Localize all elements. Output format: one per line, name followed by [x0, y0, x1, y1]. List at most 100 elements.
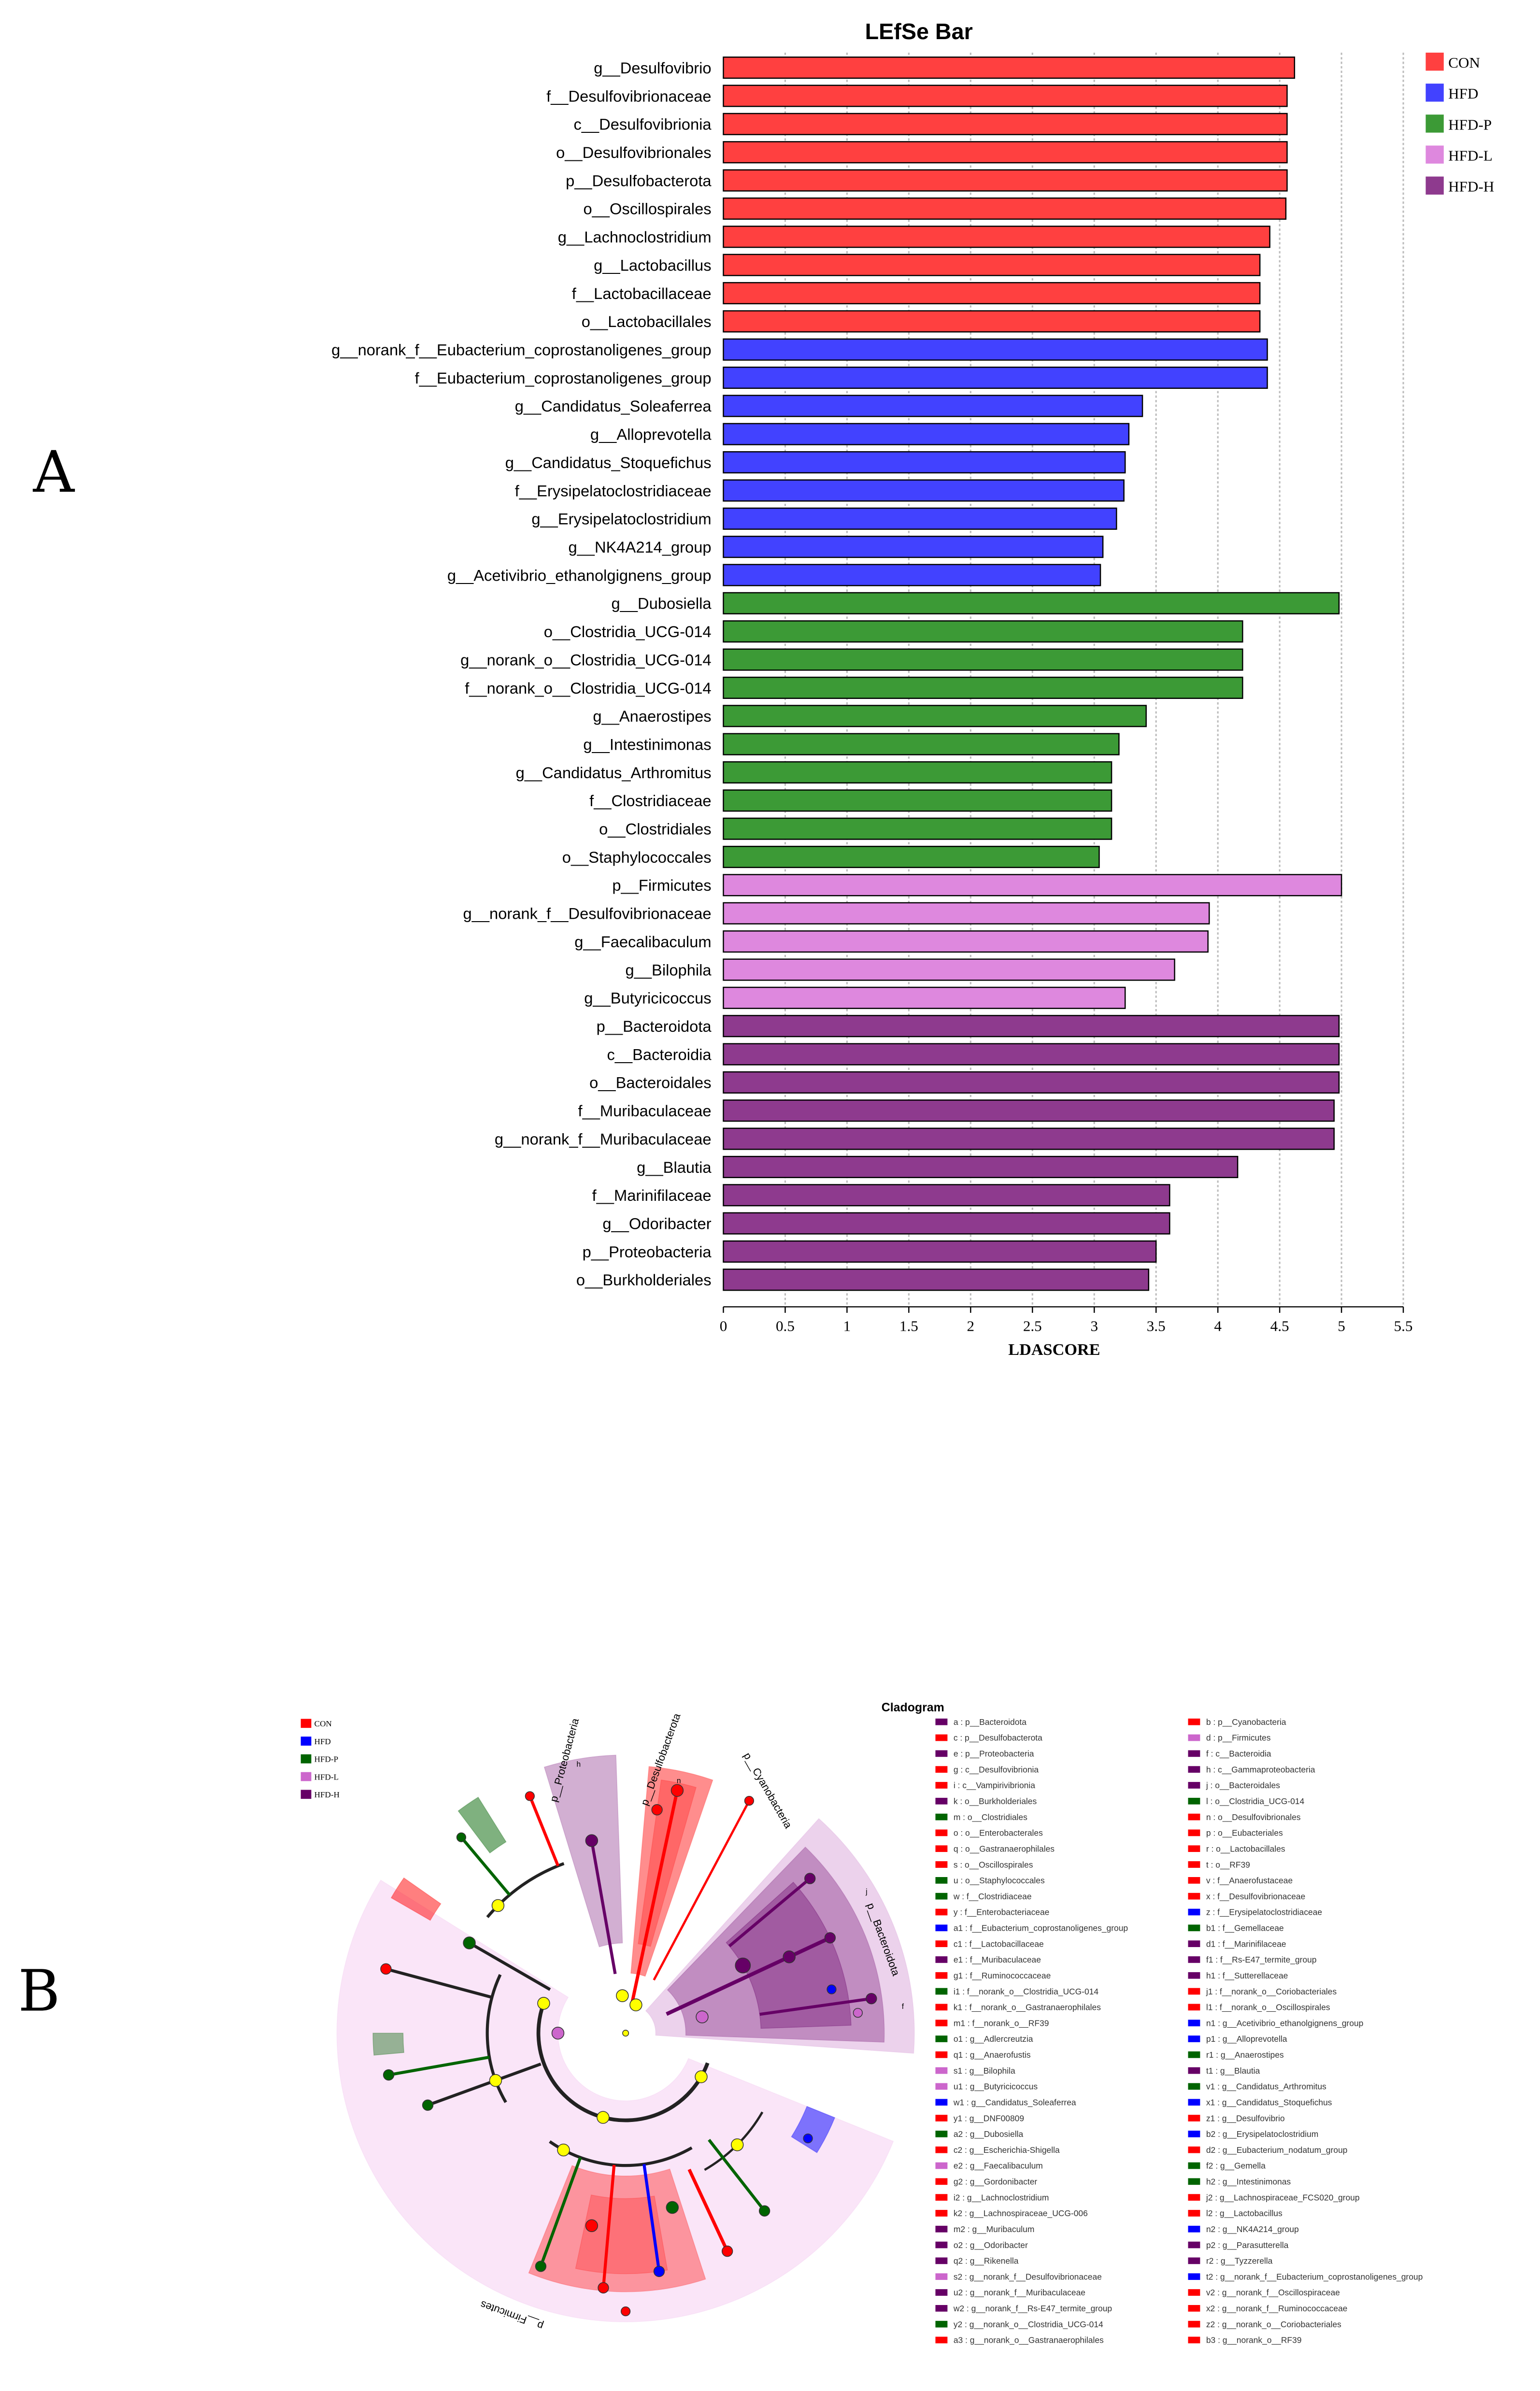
tree-node: [696, 2010, 709, 2023]
feature-swatch: [935, 1877, 948, 1884]
tree-branch: [469, 1941, 551, 1991]
tree-node: [616, 1989, 629, 2002]
tree-branch: [759, 1997, 872, 2016]
tree-node: [731, 2138, 744, 2151]
bar-f__Clostridiaceae: [723, 789, 1112, 812]
clade-short-label: j: [865, 1888, 867, 1896]
feature-label: i : c__Vampirivibrionia: [954, 1780, 1035, 1791]
feature-label: q : o__Gastranaerophilales: [954, 1844, 1055, 1854]
feature-swatch: [935, 1797, 948, 1805]
bar-g__Bilophila: [723, 958, 1175, 981]
feature-label: p1 : g__Alloprevotella: [1206, 2034, 1287, 2044]
feature-label: s1 : g__Bilophila: [954, 2066, 1015, 2076]
feature-label: w2 : g__norank_f__Rs-E47_termite_group: [953, 2304, 1112, 2314]
tree-branch: [630, 1790, 679, 2004]
bar-o__Desulfovibrionales: [723, 141, 1288, 164]
tree-node: [598, 2282, 609, 2294]
bar-o__Clostridiales: [723, 817, 1112, 840]
feature-swatch: [1188, 2020, 1200, 2027]
feature-label: x2 : g__norank_f__Ruminococcaceae: [1206, 2304, 1348, 2314]
tree-node: [744, 1795, 755, 1806]
feature-label: g : c__Desulfovibrionia: [954, 1765, 1039, 1775]
category-label: g__Intestinimonas: [583, 735, 711, 753]
tree-node: [622, 2030, 629, 2037]
feature-swatch: [935, 2162, 948, 2169]
feature-swatch: [935, 2225, 948, 2233]
bar-g__NK4A214_group: [723, 536, 1104, 558]
category-label: g__Faecalibaculum: [574, 933, 711, 951]
feature-swatch: [935, 1924, 948, 1932]
category-label: g__Desulfovibrio: [594, 59, 711, 77]
feature-label: n2 : g__NK4A214_group: [1206, 2224, 1299, 2234]
category-label: g__Dubosiella: [612, 595, 712, 612]
category-label: c__Bacteroidia: [607, 1045, 712, 1063]
tree-branch: [642, 2164, 661, 2272]
category-label: g__Blautia: [637, 1158, 712, 1176]
legend-label: HFD: [1448, 85, 1478, 102]
bar-g__Candidatus_Soleaferrea: [723, 395, 1143, 417]
feature-swatch: [1188, 2146, 1200, 2153]
x-tick-label: 3: [1090, 1317, 1098, 1334]
feature-swatch: [1188, 1734, 1200, 1741]
bar-c__Bacteroidia: [723, 1043, 1340, 1066]
feature-label: b1 : f__Gemellaceae: [1206, 1923, 1284, 1934]
category-label: f__Marinifilaceae: [592, 1186, 712, 1204]
feature-label: z : f__Erysipelatoclostridiaceae: [1206, 1907, 1322, 1918]
feature-label: d1 : f__Marinifilaceae: [1206, 1939, 1286, 1949]
tree-branch: [728, 1877, 811, 1948]
bar-g__Anaerostipes: [723, 705, 1147, 727]
feature-swatch: [935, 1782, 948, 1789]
bar-p__Firmicutes: [723, 874, 1342, 897]
category-label: f__Erysipelatoclostridiaceae: [515, 482, 712, 499]
feature-label: i2 : g__Lachnoclostridium: [954, 2192, 1049, 2203]
x-tick-label: 1.5: [899, 1317, 918, 1334]
bar-g__Alloprevotella: [723, 423, 1130, 445]
x-tick-label: 4: [1214, 1317, 1222, 1334]
feature-swatch: [1188, 2210, 1200, 2217]
category-label: g__Acetivibrio_ethanolgignens_group: [447, 566, 712, 584]
category-label: g__Candidatus_Stoquefichus: [505, 454, 712, 471]
bar-c__Desulfovibrionia: [723, 113, 1288, 135]
clade-desulfobacterota: [630, 1766, 713, 1977]
bar-g__Acetivibrio_ethanolgignens_group: [723, 564, 1101, 586]
feature-label: c2 : g__Escherichia-Shigella: [954, 2145, 1060, 2155]
tree-node: [621, 2306, 631, 2317]
x-tick-label: 3.5: [1147, 1317, 1166, 1334]
feature-swatch: [935, 2051, 948, 2058]
category-label: g__Lactobacillus: [594, 256, 711, 274]
feature-swatch: [935, 2241, 948, 2249]
bar-f__Desulfovibrionaceae: [723, 85, 1288, 107]
tree-branch: [653, 1800, 750, 1981]
category-label: g__Odoribacter: [602, 1215, 711, 1233]
category-label: g__Candidatus_Arthromitus: [516, 764, 712, 782]
feature-label: h1 : f__Sutterellaceae: [1206, 1971, 1288, 1981]
feature-swatch: [1188, 1972, 1200, 1979]
tree-node: [551, 2026, 565, 2040]
tree-node: [824, 1932, 836, 1944]
bar-o__Clostridia_UCG-014: [723, 620, 1243, 643]
feature-swatch: [1188, 2194, 1200, 2201]
bar-g__Desulfovibrio: [723, 57, 1296, 79]
feature-swatch: [935, 2067, 948, 2074]
feature-swatch: [1188, 2336, 1200, 2344]
feature-swatch: [1188, 2178, 1200, 2185]
feature-label: s : o__Oscillospirales: [954, 1860, 1033, 1870]
category-label: p__Bacteroidota: [597, 1017, 712, 1035]
tree-node: [383, 2069, 395, 2081]
bar-o__Burkholderiales: [723, 1268, 1150, 1291]
tree-branch: [601, 2164, 616, 2288]
feature-swatch: [1188, 1956, 1200, 1963]
feature-swatch: [1188, 1940, 1200, 1947]
feature-label: b : p__Cyanobacteria: [1206, 1717, 1286, 1727]
tree-node: [853, 2007, 863, 2018]
feature-label: s2 : g__norank_f__Desulfovibrionaceae: [954, 2272, 1102, 2282]
feature-label: c : p__Desulfobacterota: [954, 1733, 1042, 1743]
category-label: g__Alloprevotella: [590, 426, 712, 443]
feature-label: x : f__Desulfovibrionaceae: [1206, 1892, 1305, 1902]
category-label: g__Butyricicoccus: [584, 989, 711, 1007]
x-tick-label: 2.5: [1023, 1317, 1042, 1334]
legend-label: HFD-P: [1448, 116, 1492, 133]
tree-node: [585, 1834, 599, 1847]
clade-short-label: f: [902, 2003, 904, 2011]
feature-swatch: [935, 2115, 948, 2121]
